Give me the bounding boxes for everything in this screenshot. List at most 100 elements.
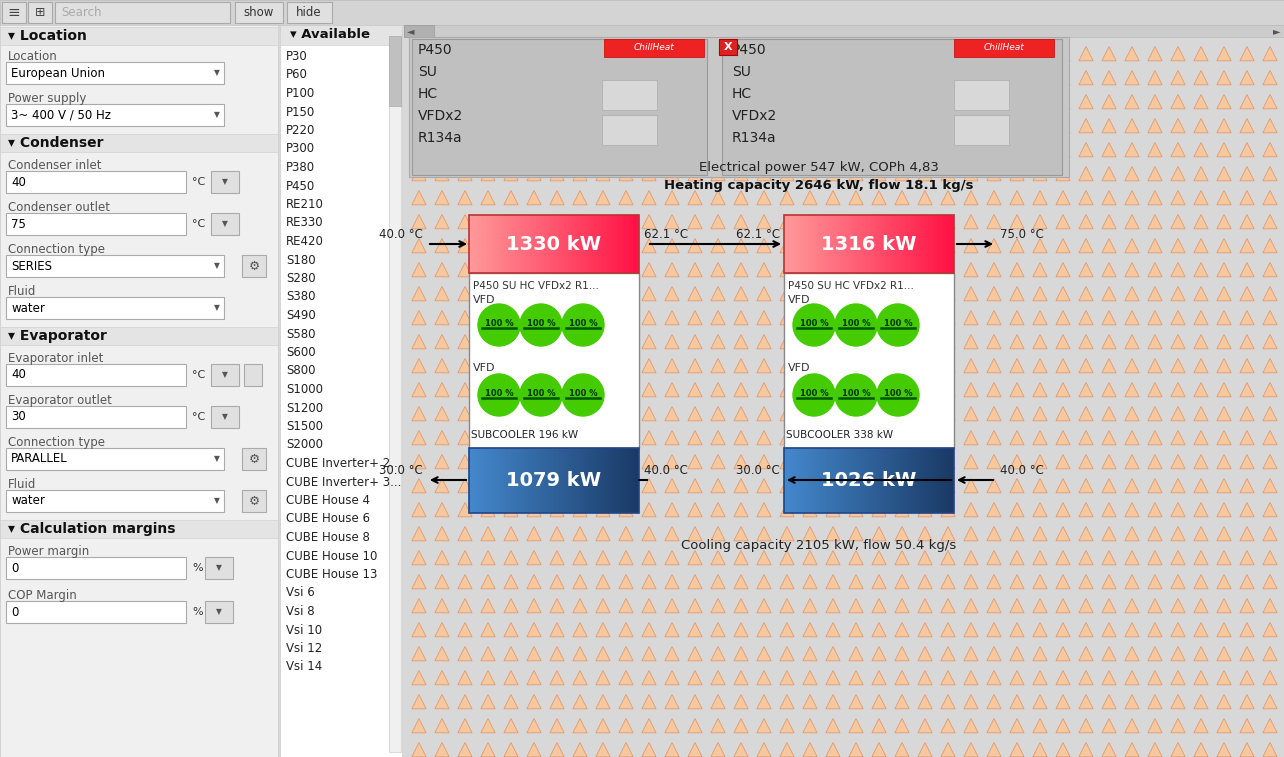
Polygon shape — [1194, 550, 1208, 565]
Polygon shape — [779, 454, 794, 469]
Polygon shape — [1263, 95, 1278, 109]
Polygon shape — [756, 503, 772, 517]
Text: 100 %: 100 % — [484, 390, 514, 398]
Polygon shape — [1055, 167, 1070, 181]
Polygon shape — [987, 310, 1002, 325]
Text: 75.0 °C: 75.0 °C — [1000, 229, 1044, 241]
Polygon shape — [412, 382, 426, 397]
Polygon shape — [1148, 310, 1162, 325]
Polygon shape — [665, 454, 679, 469]
Polygon shape — [779, 46, 794, 61]
Polygon shape — [964, 287, 978, 301]
Polygon shape — [779, 575, 794, 589]
Text: CUBE Inverter+ 2...: CUBE Inverter+ 2... — [286, 457, 402, 470]
Polygon shape — [756, 454, 772, 469]
Polygon shape — [1217, 119, 1231, 132]
Polygon shape — [1148, 743, 1162, 757]
Polygon shape — [826, 454, 840, 469]
Polygon shape — [1217, 503, 1231, 517]
Polygon shape — [642, 119, 656, 132]
Polygon shape — [412, 287, 426, 301]
Polygon shape — [1148, 70, 1162, 85]
Polygon shape — [526, 646, 541, 661]
Polygon shape — [1055, 310, 1070, 325]
Polygon shape — [1171, 191, 1185, 205]
Bar — [6, 297, 223, 319]
Polygon shape — [412, 599, 426, 613]
Polygon shape — [412, 238, 426, 253]
Polygon shape — [688, 671, 702, 685]
Text: 100 %: 100 % — [883, 390, 913, 398]
Polygon shape — [1171, 527, 1185, 540]
Polygon shape — [526, 119, 541, 132]
Polygon shape — [1079, 743, 1093, 757]
Polygon shape — [872, 743, 886, 757]
Polygon shape — [458, 46, 473, 61]
Polygon shape — [1240, 310, 1254, 325]
Polygon shape — [573, 671, 587, 685]
Polygon shape — [1079, 718, 1093, 733]
Polygon shape — [596, 407, 610, 421]
Polygon shape — [503, 622, 519, 637]
Polygon shape — [941, 503, 955, 517]
Polygon shape — [1079, 382, 1093, 397]
Polygon shape — [435, 167, 449, 181]
Polygon shape — [412, 95, 426, 109]
Polygon shape — [550, 599, 564, 613]
Text: °C: °C — [193, 412, 205, 422]
Polygon shape — [1079, 191, 1093, 205]
Polygon shape — [1009, 407, 1025, 421]
Polygon shape — [1032, 95, 1048, 109]
Polygon shape — [1148, 263, 1162, 277]
Polygon shape — [802, 671, 817, 685]
Polygon shape — [849, 550, 863, 565]
Polygon shape — [1217, 335, 1231, 349]
Polygon shape — [987, 238, 1002, 253]
Text: Cooling capacity 2105 kW, flow 50.4 kg/s: Cooling capacity 2105 kW, flow 50.4 kg/s — [682, 538, 957, 552]
Text: HC: HC — [732, 87, 752, 101]
Polygon shape — [1263, 478, 1278, 493]
Polygon shape — [1102, 743, 1116, 757]
Polygon shape — [987, 622, 1002, 637]
Polygon shape — [802, 46, 817, 61]
Polygon shape — [550, 503, 564, 517]
Polygon shape — [964, 167, 978, 181]
Polygon shape — [711, 263, 725, 277]
Polygon shape — [849, 454, 863, 469]
Polygon shape — [1171, 263, 1185, 277]
Polygon shape — [826, 478, 840, 493]
Polygon shape — [412, 407, 426, 421]
Polygon shape — [1148, 335, 1162, 349]
Polygon shape — [918, 359, 932, 373]
Text: ▼: ▼ — [222, 413, 229, 422]
Polygon shape — [918, 671, 932, 685]
Text: ▾ Available: ▾ Available — [290, 29, 370, 42]
Polygon shape — [1171, 622, 1185, 637]
Polygon shape — [1079, 119, 1093, 132]
Polygon shape — [596, 214, 610, 229]
Polygon shape — [435, 622, 449, 637]
Text: X: X — [724, 42, 732, 52]
Bar — [0, 0, 1284, 25]
Text: Evaporator inlet: Evaporator inlet — [8, 352, 104, 365]
Polygon shape — [550, 743, 564, 757]
Bar — [205, 557, 232, 579]
Polygon shape — [1194, 718, 1208, 733]
Polygon shape — [1217, 95, 1231, 109]
Polygon shape — [849, 119, 863, 132]
Polygon shape — [642, 382, 656, 397]
Text: ≡: ≡ — [8, 5, 21, 20]
Polygon shape — [642, 599, 656, 613]
Polygon shape — [665, 695, 679, 709]
Polygon shape — [1009, 238, 1025, 253]
Polygon shape — [619, 743, 633, 757]
Polygon shape — [1009, 527, 1025, 540]
Polygon shape — [895, 263, 909, 277]
Text: R134a: R134a — [419, 131, 462, 145]
Polygon shape — [480, 359, 496, 373]
Polygon shape — [711, 407, 725, 421]
Text: ▼: ▼ — [222, 220, 229, 229]
Polygon shape — [619, 142, 633, 157]
Polygon shape — [1240, 287, 1254, 301]
Polygon shape — [1148, 550, 1162, 565]
